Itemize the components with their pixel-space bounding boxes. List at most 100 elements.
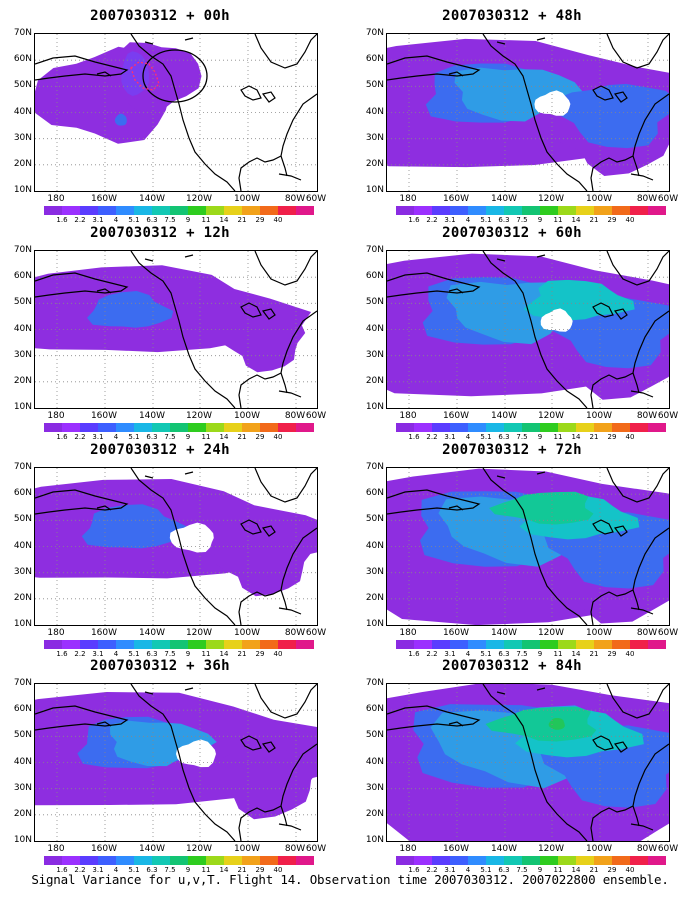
lon-label: 80W xyxy=(636,411,658,421)
colorbar-label: 5.1 xyxy=(128,866,140,874)
lon-label: 120W xyxy=(185,411,213,421)
colorbar-label: 29 xyxy=(255,433,265,441)
colorbar-label: 14 xyxy=(571,216,581,224)
lon-label: 120W xyxy=(537,844,565,854)
colorbar-label: 21 xyxy=(589,216,599,224)
colorbar-swatch xyxy=(450,640,468,649)
colorbar-swatch xyxy=(504,856,522,865)
coastline xyxy=(278,823,302,831)
lon-label: 80W xyxy=(284,844,306,854)
colorbar-swatch xyxy=(98,856,116,865)
lon-label: 180 xyxy=(399,844,417,854)
lon-label: 80W xyxy=(284,628,306,638)
lon-label: 60W xyxy=(305,194,327,204)
colorbar-label: 3.1 xyxy=(92,650,104,658)
lon-label: 120W xyxy=(185,844,213,854)
coastline xyxy=(96,254,194,294)
coastline xyxy=(448,37,546,77)
variance-contour xyxy=(548,718,565,730)
lon-label: 60W xyxy=(305,411,327,421)
lat-label: 40N xyxy=(13,106,32,117)
lat-label: 30N xyxy=(365,566,384,577)
colorbar-label: 1.6 xyxy=(408,866,420,874)
colorbar-label: 6.3 xyxy=(146,650,158,658)
colorbar-swatch xyxy=(396,640,414,649)
coastline xyxy=(606,468,669,503)
coastline xyxy=(592,735,628,753)
colorbar-swatch xyxy=(432,856,450,865)
colorbar-label: 29 xyxy=(255,650,265,658)
lon-label: 100W xyxy=(233,628,261,638)
colorbar-label: 1.6 xyxy=(56,433,68,441)
coastline xyxy=(592,302,628,320)
colorbar-swatch xyxy=(296,206,314,215)
target-circle xyxy=(142,49,208,103)
colorbar-swatch xyxy=(594,856,612,865)
colorbar-swatch xyxy=(134,856,152,865)
lon-label: 180 xyxy=(47,844,65,854)
colorbar-label: 2.2 xyxy=(426,216,438,224)
colorbar-label: 40 xyxy=(625,650,635,658)
colorbar-swatch xyxy=(576,206,594,215)
panel-title: 2007030312 + 84h xyxy=(442,658,582,674)
colorbar-swatch xyxy=(648,423,666,432)
colorbar-swatch xyxy=(296,640,314,649)
colorbar-swatch xyxy=(396,423,414,432)
coastline xyxy=(96,687,194,727)
lon-label: 100W xyxy=(585,194,613,204)
coastline xyxy=(592,85,628,103)
lon-label: 160W xyxy=(90,411,118,421)
lon-label: 80W xyxy=(636,628,658,638)
coastline xyxy=(240,735,276,753)
colorbar-label: 14 xyxy=(219,866,229,874)
lon-label: 180 xyxy=(399,411,417,421)
colorbar-swatch xyxy=(612,856,630,865)
colorbar-swatch xyxy=(504,640,522,649)
colorbar-swatch xyxy=(612,423,630,432)
colorbar-swatch xyxy=(630,423,648,432)
coastline xyxy=(590,527,669,625)
variance-map xyxy=(386,683,670,842)
colorbar-label: 21 xyxy=(237,216,247,224)
lat-label: 40N xyxy=(365,756,384,767)
lat-label: 10N xyxy=(365,619,384,629)
colorbar-swatch xyxy=(134,206,152,215)
colorbar-label: 5.1 xyxy=(480,433,492,441)
panel-title: 2007030312 + 24h xyxy=(90,442,230,458)
colorbar-label: 9 xyxy=(185,866,191,874)
lat-label: 20N xyxy=(13,592,32,603)
lat-label: 60N xyxy=(365,54,384,65)
colorbar-swatch xyxy=(612,206,630,215)
colorbar-swatch xyxy=(558,206,576,215)
colorbar-label: 40 xyxy=(273,650,283,658)
coastline xyxy=(280,372,288,394)
lat-label: 60N xyxy=(13,271,32,282)
lon-label: 160W xyxy=(442,628,470,638)
colorbar-swatch xyxy=(188,206,206,215)
lon-label: 140W xyxy=(490,844,518,854)
colorbar-label: 11 xyxy=(553,650,563,658)
lat-label: 10N xyxy=(13,185,32,195)
variance-map xyxy=(34,467,318,626)
colorbar-swatch xyxy=(558,640,576,649)
coastline xyxy=(387,272,481,298)
lat-label: 30N xyxy=(365,782,384,793)
map-canvas xyxy=(387,34,669,191)
colorbar-swatch xyxy=(188,640,206,649)
colorbar-swatch xyxy=(576,856,594,865)
colorbar-swatch xyxy=(486,206,504,215)
colorbar-swatch xyxy=(432,640,450,649)
colorbar-swatch xyxy=(486,640,504,649)
map-panel: 2007030312 + 84h 70N 60N 50N 40N 30N 20N 10N 180… xyxy=(352,658,678,874)
colorbar-label: 3.1 xyxy=(92,866,104,874)
lon-label: 60W xyxy=(657,628,679,638)
lat-label: 40N xyxy=(13,756,32,767)
colorbar-label: 9 xyxy=(537,433,543,441)
lon-label: 120W xyxy=(537,628,565,638)
lat-label: 10N xyxy=(13,835,32,845)
colorbar-label: 1.6 xyxy=(56,650,68,658)
colorbar-label: 6.3 xyxy=(146,433,158,441)
colorbar-label: 7.5 xyxy=(516,650,528,658)
colorbar-label: 29 xyxy=(607,433,617,441)
colorbar-swatch xyxy=(80,640,98,649)
